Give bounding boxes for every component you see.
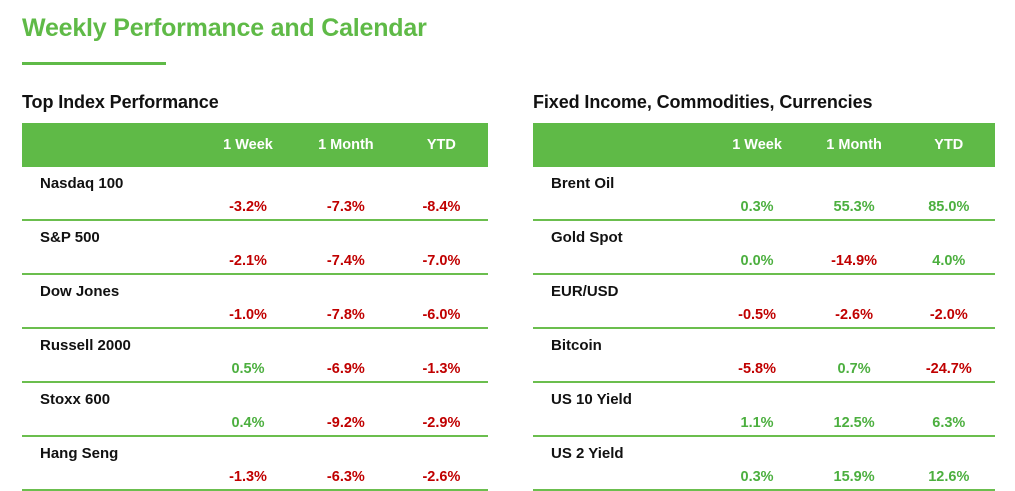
value-1-month: -2.6% (805, 274, 903, 329)
row-label: Nasdaq 100 (22, 167, 200, 221)
value-1-month: -6.3% (296, 436, 395, 491)
title-accent-rule (22, 62, 166, 65)
value-1-month: -14.9% (805, 220, 903, 275)
value-1-week: -3.2% (199, 167, 297, 221)
row-label: Russell 2000 (22, 328, 200, 383)
column-header-1-month: 1 Month (296, 123, 395, 167)
column-header-name (22, 123, 200, 167)
table-row: Nasdaq 100 -3.2% -7.3% -8.4% (22, 167, 488, 221)
value-1-month: -9.2% (296, 382, 395, 437)
value-1-month: -6.9% (296, 328, 395, 383)
row-label: Bitcoin (533, 328, 709, 383)
value-ytd: -24.7% (902, 328, 995, 383)
panel-fixed-income-commodities-currencies: Fixed Income, Commodities, Currencies 1 … (533, 92, 995, 491)
table-row: Bitcoin -5.8% 0.7% -24.7% (533, 328, 995, 383)
value-ytd: -1.3% (394, 328, 488, 383)
value-1-week: -1.3% (199, 436, 297, 491)
value-1-week: 0.3% (708, 167, 806, 221)
value-ytd: 12.6% (902, 436, 995, 491)
value-ytd: -6.0% (394, 274, 488, 329)
value-1-month: -7.4% (296, 220, 395, 275)
row-label: US 2 Yield (533, 436, 709, 491)
value-1-week: -5.8% (708, 328, 806, 383)
value-1-week: 0.0% (708, 220, 806, 275)
value-1-month: 15.9% (805, 436, 903, 491)
table-row: Stoxx 600 0.4% -9.2% -2.9% (22, 382, 488, 437)
value-1-month: 55.3% (805, 167, 903, 221)
panel-title: Top Index Performance (22, 92, 219, 112)
column-header-ytd: YTD (394, 123, 488, 167)
value-1-month: 12.5% (805, 382, 903, 437)
table-row: Brent Oil 0.3% 55.3% 85.0% (533, 167, 995, 221)
table-row: Dow Jones -1.0% -7.8% -6.0% (22, 274, 488, 329)
value-ytd: 85.0% (902, 167, 995, 221)
performance-table: 1 Week 1 Month YTD Nasdaq 100 -3.2% -7.3% -… (22, 123, 488, 491)
value-1-week: 1.1% (708, 382, 806, 437)
row-label: EUR/USD (533, 274, 709, 329)
row-label: Gold Spot (533, 220, 709, 275)
row-label: S&P 500 (22, 220, 200, 275)
table-row: US 10 Yield 1.1% 12.5% 6.3% (533, 382, 995, 437)
value-ytd: -7.0% (394, 220, 488, 275)
value-ytd: -2.6% (394, 436, 488, 491)
panel-title: Fixed Income, Commodities, Currencies (533, 92, 873, 112)
column-header-1-month: 1 Month (805, 123, 903, 167)
panel-top-index-performance: Top Index Performance 1 Week 1 Month YTD… (22, 92, 488, 491)
table-body: Brent Oil 0.3% 55.3% 85.0% Gold Spot 0.0% -14.… (533, 167, 995, 491)
header-row: 1 Week 1 Month YTD (533, 123, 995, 167)
table-header: 1 Week 1 Month YTD (533, 123, 995, 167)
table-row: Russell 2000 0.5% -6.9% -1.3% (22, 328, 488, 383)
table-body: Nasdaq 100 -3.2% -7.3% -8.4% S&P 500 -2.1% -7.… (22, 167, 488, 491)
value-1-week: -1.0% (199, 274, 297, 329)
column-header-1-week: 1 Week (199, 123, 297, 167)
value-1-month: -7.3% (296, 167, 395, 221)
value-ytd: -2.9% (394, 382, 488, 437)
table-row: US 2 Yield 0.3% 15.9% 12.6% (533, 436, 995, 491)
value-ytd: -8.4% (394, 167, 488, 221)
value-ytd: -2.0% (902, 274, 995, 329)
row-label: Stoxx 600 (22, 382, 200, 437)
row-label: Dow Jones (22, 274, 200, 329)
value-1-week: 0.4% (199, 382, 297, 437)
value-1-week: -2.1% (199, 220, 297, 275)
performance-table: 1 Week 1 Month YTD Brent Oil 0.3% 55.3% 85.… (533, 123, 995, 491)
row-label: US 10 Yield (533, 382, 709, 437)
table-row: Hang Seng -1.3% -6.3% -2.6% (22, 436, 488, 491)
page-title: Weekly Performance and Calendar (22, 14, 427, 42)
value-ytd: 6.3% (902, 382, 995, 437)
value-1-week: -0.5% (708, 274, 806, 329)
table-row: Gold Spot 0.0% -14.9% 4.0% (533, 220, 995, 275)
column-header-1-week: 1 Week (708, 123, 806, 167)
header-row: 1 Week 1 Month YTD (22, 123, 488, 167)
table-header: 1 Week 1 Month YTD (22, 123, 488, 167)
column-header-ytd: YTD (902, 123, 995, 167)
value-1-week: 0.5% (199, 328, 297, 383)
value-1-month: -7.8% (296, 274, 395, 329)
table-row: S&P 500 -2.1% -7.4% -7.0% (22, 220, 488, 275)
row-label: Brent Oil (533, 167, 709, 221)
row-label: Hang Seng (22, 436, 200, 491)
table-row: EUR/USD -0.5% -2.6% -2.0% (533, 274, 995, 329)
value-1-month: 0.7% (805, 328, 903, 383)
column-header-name (533, 123, 709, 167)
value-ytd: 4.0% (902, 220, 995, 275)
value-1-week: 0.3% (708, 436, 806, 491)
